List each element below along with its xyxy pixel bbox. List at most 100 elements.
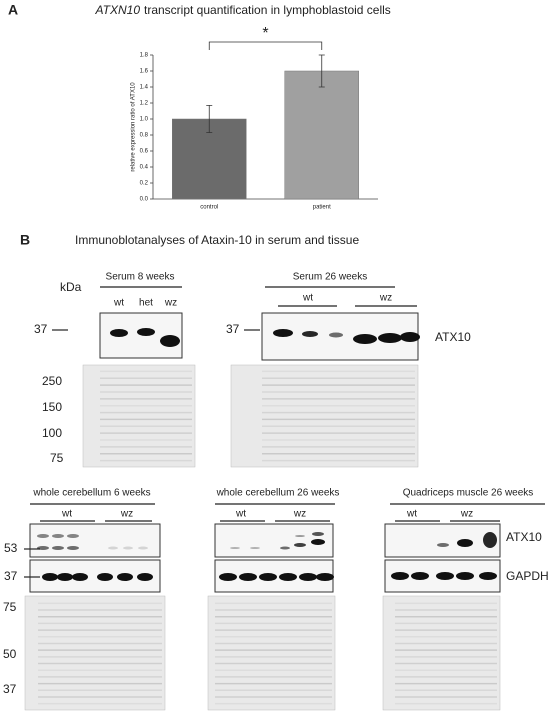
group-label: wt: [406, 509, 417, 520]
blot-band: [37, 546, 49, 550]
blot-band: [37, 534, 49, 538]
blot: [29, 523, 161, 558]
y-tick-label: 1.8: [140, 53, 149, 59]
group-label: wz: [460, 509, 473, 520]
y-tick-label: 1.6: [140, 69, 149, 75]
blot-band: [483, 532, 497, 548]
x-tick-label: patient: [313, 205, 331, 211]
gel: [82, 364, 196, 468]
blot-band: [137, 328, 155, 336]
blot-band: [411, 572, 429, 580]
blot-band: [456, 572, 474, 580]
blot-band: [67, 546, 79, 550]
panel-title: Immunoblotanalyses of Ataxin-10 in serum…: [75, 233, 359, 247]
blot-band: [391, 572, 409, 580]
y-tick-label: 0.2: [140, 181, 149, 187]
blot-band: [230, 547, 240, 549]
chart-title-gene: ATXN10: [95, 3, 141, 17]
group-label: wt: [302, 293, 313, 304]
panel-label: B: [20, 232, 30, 248]
y-tick-label: 1.2: [140, 101, 149, 107]
bar: [284, 70, 359, 200]
blot-band: [52, 546, 64, 550]
blot-band: [311, 539, 325, 545]
group-label: wz: [293, 509, 306, 520]
blot-band: [108, 546, 118, 550]
marker-label: 250: [42, 374, 62, 388]
protein-label: ATX10: [435, 330, 471, 344]
significance-bracket: [208, 41, 323, 50]
error-bar: [206, 105, 213, 133]
blot-band: [299, 573, 317, 581]
panel-label: A: [8, 2, 18, 18]
protein-label: ATX10: [506, 530, 542, 544]
blot-band: [137, 573, 153, 581]
y-tick-label: 0.0: [140, 197, 149, 203]
blot-band: [400, 332, 420, 342]
marker-label: 75: [3, 600, 17, 614]
blot-band: [378, 333, 402, 343]
marker-label: 150: [42, 400, 62, 414]
blot-band: [57, 573, 73, 581]
significance-label: *: [262, 25, 268, 42]
kda-label: kDa: [60, 280, 82, 294]
x-tick-label: control: [200, 205, 218, 211]
marker-label: 50: [3, 647, 17, 661]
blot-title: Quadriceps muscle 26 weeks: [403, 488, 534, 499]
lane-label: wz: [164, 298, 177, 309]
y-tick-label: 0.4: [140, 165, 149, 171]
lane-label: wt: [113, 298, 124, 309]
blot-band: [42, 573, 58, 581]
gel: [207, 595, 336, 711]
blot-band: [436, 572, 454, 580]
group-label: wt: [235, 509, 246, 520]
blot-band: [329, 332, 343, 338]
marker-label: 37: [226, 322, 240, 336]
blot-band: [280, 546, 290, 550]
gel: [230, 364, 419, 468]
chart-title: transcript quantification in lymphoblast…: [144, 3, 391, 17]
y-tick-label: 1.0: [140, 117, 149, 123]
marker-label: 53: [4, 541, 18, 555]
blot-title: whole cerebellum 6 weeks: [32, 488, 150, 499]
gel: [382, 595, 501, 711]
blot-band: [294, 543, 306, 547]
error-bar: [318, 54, 325, 88]
blot-band: [239, 573, 257, 581]
gel: [24, 595, 166, 711]
y-tick-label: 0.8: [140, 133, 149, 139]
blot-band: [67, 534, 79, 538]
y-tick-label: 0.6: [140, 149, 149, 155]
blot-band: [353, 334, 377, 344]
blot-band: [219, 573, 237, 581]
blot-band: [437, 543, 449, 547]
blot-title: whole cerebellum 26 weeks: [216, 488, 340, 499]
blot-band: [97, 573, 113, 581]
blot-band: [250, 547, 260, 549]
blot-band: [279, 573, 297, 581]
marker-label: 37: [4, 569, 18, 583]
blot-title: Serum 26 weeks: [293, 272, 367, 283]
group-label: wt: [61, 509, 72, 520]
y-axis-label: relative expression ratio of ATX10: [131, 82, 137, 172]
group-label: wz: [379, 293, 392, 304]
blot-band: [273, 329, 293, 337]
group-label: wz: [120, 509, 133, 520]
blot-band: [457, 539, 473, 547]
blot-band: [110, 329, 128, 337]
marker-label: 75: [50, 451, 64, 465]
marker-label: 37: [34, 322, 48, 336]
blot-band: [312, 532, 324, 536]
blot-band: [160, 335, 180, 347]
blot-band: [302, 331, 318, 337]
y-tick-label: 1.4: [140, 85, 149, 91]
blot-band: [117, 573, 133, 581]
blot-band: [316, 573, 334, 581]
blot-band: [295, 535, 305, 537]
blot-title: Serum 8 weeks: [106, 272, 175, 283]
blot-band: [52, 534, 64, 538]
blot-band: [123, 546, 133, 550]
lane-label: het: [139, 298, 153, 309]
marker-label: 37: [3, 682, 17, 696]
